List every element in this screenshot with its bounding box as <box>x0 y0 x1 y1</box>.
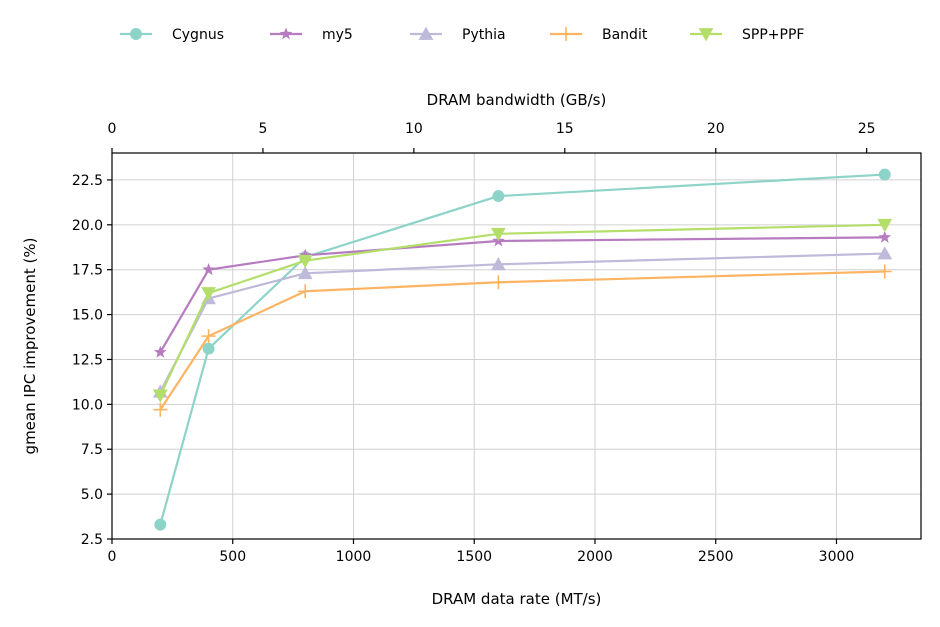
data-point <box>152 389 168 403</box>
series-line <box>159 236 885 353</box>
data-point <box>154 518 167 531</box>
grid <box>111 153 921 540</box>
legend-label: SPP+PPF <box>742 27 804 43</box>
x-tick-label: 3000 <box>819 549 855 565</box>
data-point <box>201 287 216 301</box>
data-point <box>297 254 313 269</box>
legend: Cygnus my5 Pythia Bandit SPP+PPF <box>120 26 804 43</box>
y-axis-label: gmean IPC improvement (%) <box>21 238 39 455</box>
y-tick-label: 20.0 <box>72 218 103 234</box>
data-point <box>878 168 891 181</box>
y-tick-label: 5.0 <box>81 487 103 503</box>
top-x-tick-label: 20 <box>707 121 725 137</box>
legend-item: my5 <box>270 27 353 43</box>
y-tick-label: 15.0 <box>72 308 103 324</box>
legend-marker <box>279 27 293 40</box>
legend-label: Pythia <box>462 27 506 43</box>
top-x-tick-label: 10 <box>405 121 423 137</box>
legend-item: Cygnus <box>120 27 224 43</box>
legend-label: Bandit <box>602 27 648 43</box>
top-x-tick-label: 0 <box>108 121 117 137</box>
legend-label: Cygnus <box>172 27 224 43</box>
series-pythia <box>152 246 893 398</box>
x-tick-label: 1500 <box>456 549 492 565</box>
x-tick-label: 0 <box>108 549 117 565</box>
legend-marker <box>130 28 142 40</box>
data-point <box>297 265 313 280</box>
x-tick-label: 2000 <box>577 549 613 565</box>
legend-item: SPP+PPF <box>690 27 804 43</box>
data-point <box>878 230 892 243</box>
x-tick-label: 500 <box>219 549 246 565</box>
data-point <box>298 284 313 299</box>
data-point <box>201 329 216 344</box>
y-tick-label: 10.0 <box>72 397 103 413</box>
series-spp-ppf <box>152 218 893 403</box>
x-tick-label: 1000 <box>336 549 372 565</box>
y-tick-label: 17.5 <box>72 263 103 279</box>
y-tick-label: 7.5 <box>81 442 103 458</box>
series-lines <box>152 168 893 531</box>
data-point <box>491 275 506 290</box>
y-tick-label: 22.5 <box>72 173 103 189</box>
x-tick-label: 2500 <box>698 549 734 565</box>
data-point <box>202 342 215 355</box>
data-point <box>491 256 506 271</box>
y-tick-label: 12.5 <box>72 352 103 368</box>
legend-marker <box>559 27 573 41</box>
data-point <box>298 248 312 261</box>
data-point <box>877 246 893 260</box>
series-bandit <box>153 264 892 417</box>
data-point <box>491 227 506 242</box>
plot-frame <box>111 152 922 540</box>
data-point <box>877 264 892 279</box>
x-axis-label: DRAM data rate (MT/s) <box>432 590 602 608</box>
legend-label: my5 <box>322 27 353 43</box>
data-point <box>153 345 167 358</box>
axes: 0 500 1000 1500 2000 2500 3000 0 5 10 15 20 25 2.5 5.0… <box>72 121 876 565</box>
data-point <box>153 402 168 417</box>
data-point <box>202 263 215 276</box>
series-line <box>159 223 885 396</box>
legend-item: Bandit <box>550 27 648 43</box>
top-x-tick-label: 15 <box>556 121 574 137</box>
legend-marker <box>698 28 714 42</box>
data-point <box>877 218 893 233</box>
top-x-tick-label: 5 <box>258 121 267 137</box>
y-tick-label: 2.5 <box>81 532 103 548</box>
data-point <box>492 190 505 203</box>
legend-marker <box>418 26 434 40</box>
legend-item: Pythia <box>410 26 506 43</box>
series-cygnus <box>154 168 891 531</box>
top-x-tick-label: 25 <box>858 121 876 137</box>
top-x-axis-label: DRAM bandwidth (GB/s) <box>427 91 607 109</box>
